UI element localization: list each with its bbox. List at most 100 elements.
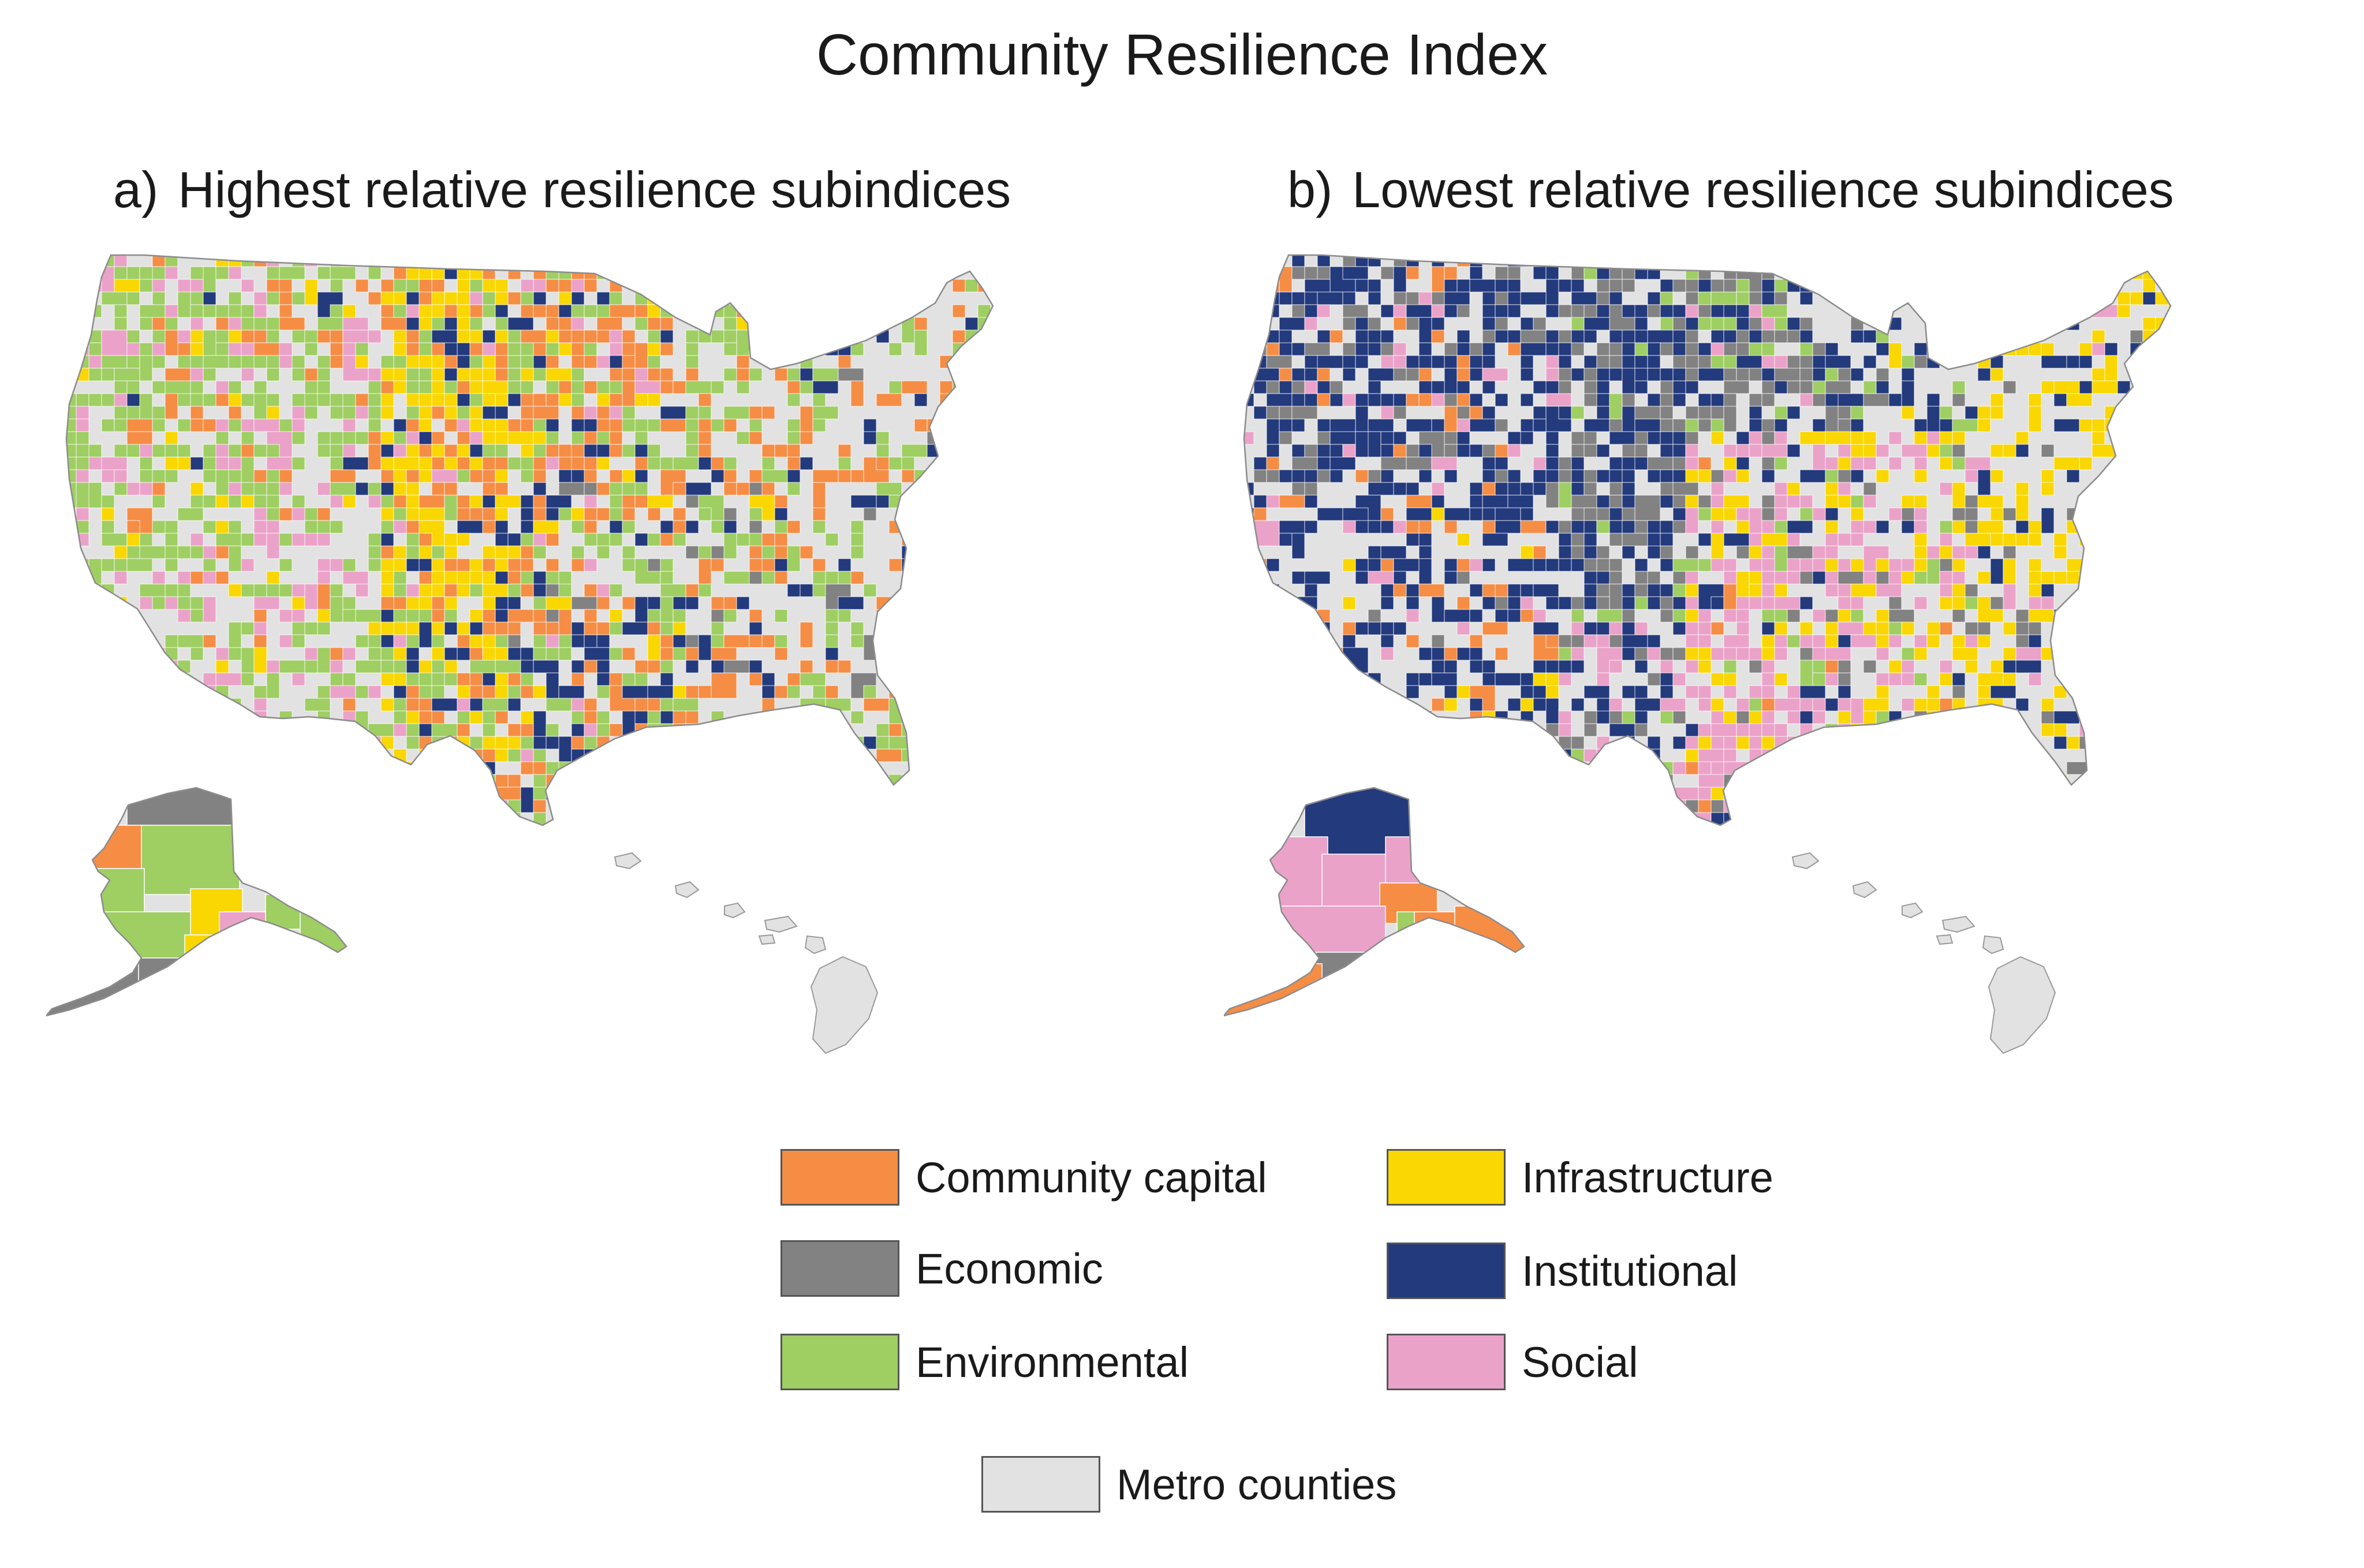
county-cell [1660, 799, 1686, 825]
county-cell [749, 571, 763, 585]
map-b-layer [1224, 254, 2172, 1054]
county-cell [507, 698, 521, 712]
county-cell [1787, 558, 1801, 572]
county-cell [1888, 342, 1902, 369]
county-cell [1965, 622, 1978, 635]
county-cell [1825, 545, 1839, 559]
county-cell [1888, 723, 1902, 737]
county-cell [1876, 380, 1889, 394]
county-cell [1558, 355, 1572, 369]
county-cell [1571, 291, 1597, 305]
county-cell [1685, 736, 1699, 750]
county-cell [914, 596, 928, 623]
county-cell [1685, 723, 1699, 737]
county-cell [1799, 507, 1813, 521]
county-cell [1244, 317, 1254, 343]
county-cell [1253, 685, 1267, 712]
county-cell [1507, 774, 1521, 800]
county-cell [787, 255, 801, 267]
county-cell [76, 304, 102, 318]
county-cell [126, 355, 140, 369]
county-cell [723, 660, 750, 673]
county-cell [1799, 761, 1813, 775]
county-cell [660, 787, 686, 800]
county-cell [749, 342, 775, 356]
county-cell [1609, 812, 1623, 825]
county-cell [596, 774, 610, 788]
county-cell [292, 609, 305, 623]
county-cell [1799, 799, 1826, 813]
county-cell [1926, 406, 1940, 432]
county-cell [1584, 418, 1610, 432]
county-cell [355, 660, 382, 673]
county-cell [761, 736, 775, 750]
county-cell [457, 812, 470, 825]
county-cell [76, 660, 102, 686]
county-cell [431, 723, 458, 737]
county-cell [380, 736, 394, 750]
county-cell [812, 342, 826, 356]
county-cell [711, 749, 724, 762]
county-cell [279, 266, 305, 280]
county-cell [1685, 418, 1699, 432]
county-cell [1622, 255, 1635, 267]
county-cell [977, 787, 991, 800]
county-cell [634, 266, 648, 280]
county-cell [1558, 723, 1572, 737]
county-cell [2142, 634, 2156, 648]
county-cell [647, 330, 661, 343]
county-cell [749, 799, 763, 825]
county-cell [1244, 685, 1267, 712]
county-cell [482, 266, 496, 280]
map-b-svg [1224, 254, 2172, 1054]
county-cell [1634, 368, 1648, 381]
county-cell [1775, 825, 1787, 838]
alaska-regions [46, 788, 346, 1016]
county-cell [444, 393, 458, 407]
county-cell [1393, 444, 1407, 458]
county-cell [698, 583, 712, 597]
county-cell [977, 583, 993, 597]
county-cell [457, 533, 470, 547]
county-cell [1406, 609, 1420, 623]
county-cell [380, 355, 394, 369]
county-cell [723, 330, 737, 343]
county-cell [838, 444, 852, 458]
county-cell [685, 431, 699, 445]
county-cell [622, 495, 636, 508]
county-cell [1634, 418, 1661, 432]
county-cell [736, 596, 750, 610]
county-cell [1431, 596, 1445, 623]
county-cell [609, 330, 623, 343]
county-cell [1672, 393, 1686, 407]
county-cell [952, 761, 966, 775]
county-cell [469, 710, 483, 724]
county-cell [1380, 520, 1394, 534]
county-cell [1825, 482, 1839, 496]
county-cell [800, 545, 813, 559]
county-cell [1825, 520, 1839, 534]
county-cell [685, 685, 699, 699]
county-cell [1406, 533, 1420, 547]
county-cell [1253, 507, 1267, 521]
county-cell [304, 787, 318, 813]
county-cell [1660, 406, 1674, 420]
county-cell [1558, 330, 1572, 343]
county-cell [342, 558, 356, 572]
county-cell [66, 774, 77, 788]
county-cell [1685, 622, 1699, 635]
county-cell [1685, 634, 1699, 648]
county-cell [1495, 672, 1521, 686]
county-cell [1672, 761, 1686, 775]
county-cell [546, 279, 559, 293]
county-cell [787, 672, 801, 686]
county-cell [812, 571, 826, 585]
county-cell [177, 749, 191, 762]
county-cell [1749, 507, 1762, 534]
county-cell [685, 736, 699, 750]
county-cell [660, 342, 674, 356]
county-cell [165, 698, 178, 712]
county-cell [368, 634, 382, 648]
county-cell [1342, 710, 1369, 724]
county-cell [88, 342, 102, 356]
